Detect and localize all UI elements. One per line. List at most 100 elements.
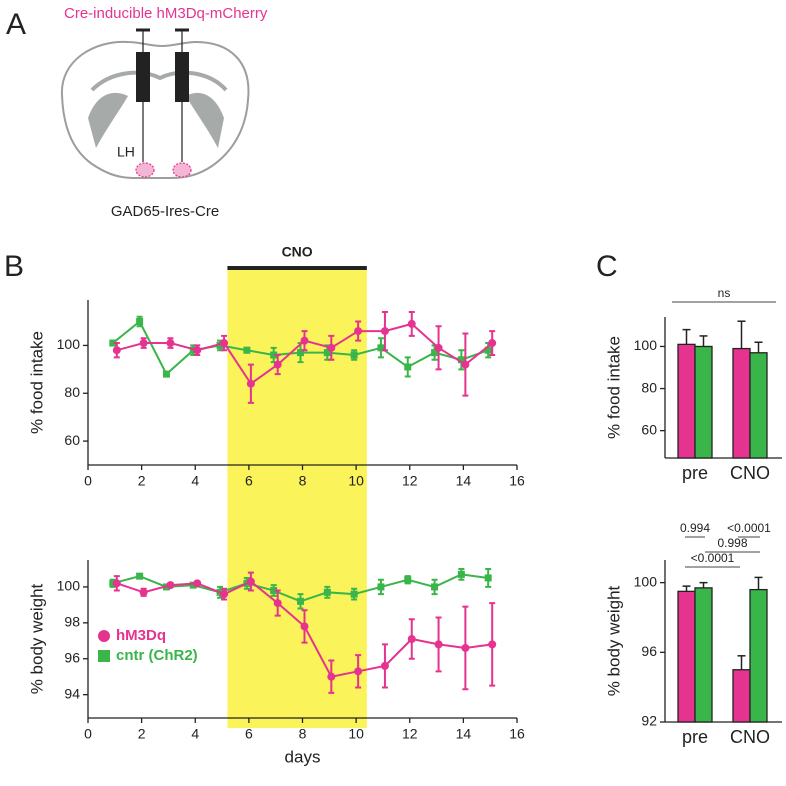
y-tick-label: 100: [634, 573, 658, 589]
x-tick-label: 8: [299, 726, 307, 742]
treatment-shade: [227, 268, 367, 728]
y-tick-label: 98: [64, 614, 80, 630]
data-point: [193, 579, 202, 588]
x-tick-label: pre: [682, 727, 708, 747]
data-point: [136, 318, 144, 326]
ventricle: [88, 92, 128, 148]
data-point: [220, 590, 229, 599]
legend-label: cntr (ChR2): [116, 647, 198, 664]
y-tick-label: 80: [641, 379, 657, 395]
panel-label: A: [6, 8, 26, 41]
data-point: [323, 349, 331, 357]
y-tick-label: 96: [64, 649, 80, 665]
data-point: [112, 579, 121, 588]
data-point: [380, 661, 389, 670]
treatment-label: CNO: [282, 244, 313, 260]
y-tick-label: 96: [641, 643, 657, 659]
bar: [694, 345, 713, 459]
x-tick-label: 10: [348, 726, 364, 742]
data-point: [484, 346, 492, 354]
data-point: [380, 327, 389, 336]
brain-outline: [60, 40, 250, 179]
syringe-body: [136, 52, 150, 102]
y-axis-label: % body weight: [27, 583, 46, 694]
panel-label: B: [4, 250, 24, 283]
data-point: [377, 583, 385, 591]
x-tick-label: 2: [138, 473, 146, 489]
data-point: [354, 667, 363, 676]
data-point: [166, 339, 175, 348]
data-point: [246, 379, 255, 388]
data-point: [461, 643, 470, 652]
x-tick-label: 6: [245, 726, 253, 742]
data-point: [404, 363, 412, 371]
comparison-label: 0.998: [717, 536, 747, 550]
data-point: [488, 339, 497, 348]
data-point: [457, 570, 465, 578]
brain-diagram: [60, 28, 250, 179]
bar: [732, 669, 751, 723]
comparison-label: 0.994: [680, 521, 710, 535]
data-point: [488, 640, 497, 649]
bar: [749, 352, 768, 459]
data-point: [270, 351, 278, 359]
bar: [677, 590, 696, 723]
mouse-line-label: GAD65-Ires-Cre: [111, 203, 219, 220]
legend-marker: [98, 630, 110, 642]
injection-site: [135, 162, 155, 178]
bar: [749, 588, 768, 723]
data-point: [189, 581, 197, 589]
data-point: [407, 635, 416, 643]
x-tick-label: 12: [402, 726, 418, 742]
data-point: [273, 360, 282, 369]
bar: [694, 587, 713, 723]
x-tick-label: 4: [191, 473, 199, 489]
data-point: [350, 590, 358, 598]
y-tick-label: 100: [57, 336, 81, 352]
data-point: [354, 327, 363, 336]
x-tick-label: 0: [84, 726, 92, 742]
data-point: [484, 574, 492, 582]
x-tick-label: 8: [299, 473, 307, 489]
ventricle: [186, 92, 224, 148]
data-point: [404, 576, 412, 584]
data-point: [109, 339, 117, 347]
data-point: [297, 597, 304, 605]
x-tick-label: 14: [456, 473, 472, 489]
data-point: [327, 343, 336, 352]
data-point: [434, 343, 443, 352]
bar: [732, 347, 751, 459]
data-point: [220, 339, 229, 348]
data-point: [166, 581, 175, 590]
y-axis-label: % food intake: [27, 331, 46, 434]
data-point: [457, 356, 465, 364]
data-point: [139, 588, 148, 597]
panel-label: C: [596, 250, 618, 283]
data-point: [407, 319, 416, 328]
data-point: [270, 587, 278, 595]
comparison-label: <0.0001: [691, 551, 735, 565]
corpus-callosum: [90, 70, 228, 92]
x-tick-label: 16: [509, 726, 525, 742]
comparison-label: ns: [718, 286, 731, 300]
data-point: [139, 339, 148, 348]
y-tick-label: 92: [641, 713, 657, 729]
x-tick-label: 16: [509, 473, 525, 489]
y-tick-label: 100: [57, 578, 81, 594]
x-tick-label: 12: [402, 473, 418, 489]
background-layer: [227, 268, 367, 728]
y-tick-label: 60: [64, 432, 80, 448]
x-tick-label: CNO: [730, 463, 770, 483]
data-point: [162, 370, 170, 378]
data-point: [193, 346, 202, 355]
data-point: [273, 599, 282, 608]
data-point: [327, 672, 336, 681]
data-point: [323, 588, 331, 596]
x-tick-label: 10: [348, 473, 364, 489]
y-axis-label: % food intake: [604, 336, 623, 439]
y-tick-label: 80: [64, 384, 80, 400]
y-axis-label: % body weight: [604, 585, 623, 696]
x-tick-label: pre: [682, 463, 708, 483]
data-point: [136, 572, 144, 580]
